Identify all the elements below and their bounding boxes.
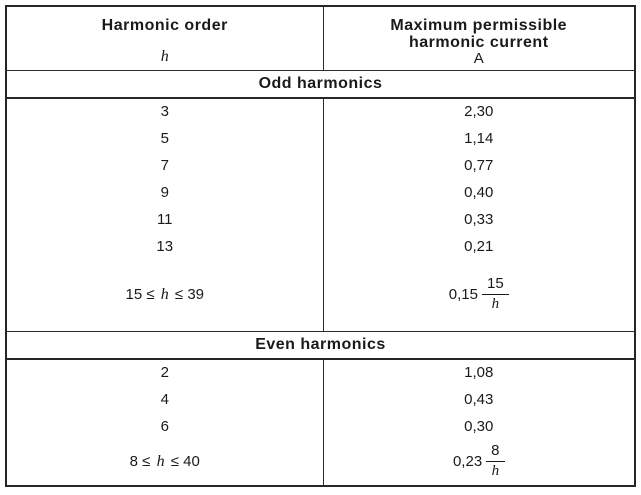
formula-fraction: 15 h bbox=[482, 276, 509, 312]
table-row: 7 0,77 bbox=[6, 151, 635, 179]
current-cell: 0,30 bbox=[464, 417, 494, 435]
section-header-odd-harmonics: Odd harmonics bbox=[6, 70, 635, 99]
order-cell: 7 bbox=[6, 151, 324, 179]
fraction-denominator: h bbox=[491, 462, 500, 479]
range-left: 15 ≤ bbox=[125, 286, 155, 304]
section-header-even-harmonics: Even harmonics bbox=[6, 331, 635, 360]
order-cell: 3 bbox=[6, 97, 324, 125]
current-cell: 0,21 bbox=[464, 237, 494, 255]
column-symbol-h: h bbox=[160, 48, 169, 65]
current-formula-cell: 0,23 8 h bbox=[323, 440, 635, 486]
order-cell: 11 bbox=[6, 205, 324, 233]
table-row-range-even: 8 ≤ h ≤ 40 0,23 8 h bbox=[6, 439, 635, 486]
header-max-current-wrap: Maximum permissible harmonic current A bbox=[324, 7, 635, 70]
column-title-line1: Maximum permissible bbox=[390, 17, 568, 34]
fraction-numerator: 8 bbox=[486, 442, 505, 462]
table-row: 9 0,40 bbox=[6, 178, 635, 206]
section-title: Odd harmonics bbox=[6, 70, 635, 99]
current-cell: 0,77 bbox=[464, 156, 494, 174]
order-range-cell: 8 ≤ h ≤ 40 bbox=[6, 439, 324, 486]
table-row: 4 0,43 bbox=[6, 385, 635, 413]
column-title-line2: harmonic current bbox=[408, 34, 549, 51]
header-harmonic-order-wrap: Harmonic order h bbox=[7, 7, 323, 70]
range-variable-h: h bbox=[160, 286, 169, 304]
table-row: 6 0,30 bbox=[6, 412, 635, 440]
current-cell: 1,14 bbox=[464, 129, 494, 147]
table-row-range-odd: 15 ≤ h ≤ 39 0,15 15 h bbox=[6, 259, 635, 332]
order-range-cell: 15 ≤ h ≤ 39 bbox=[6, 259, 324, 332]
range-right: ≤ 40 bbox=[170, 453, 200, 470]
current-cell: 0,33 bbox=[464, 210, 494, 228]
header-cell-max-current: Maximum permissible harmonic current A bbox=[323, 6, 635, 71]
order-cell: 6 bbox=[6, 412, 324, 440]
current-cell: 0,43 bbox=[464, 390, 494, 408]
formula-coefficient: 0,23 bbox=[452, 452, 483, 470]
formula-coefficient: 0,15 bbox=[448, 286, 478, 304]
column-title-harmonic-order: Harmonic order bbox=[101, 17, 228, 34]
table-row: 2 1,08 bbox=[6, 358, 635, 386]
fraction-denominator: h bbox=[491, 295, 500, 312]
current-cell: 1,08 bbox=[464, 364, 494, 381]
fraction-numerator: 15 bbox=[482, 276, 509, 295]
column-unit-amps: A bbox=[473, 50, 484, 67]
section-title: Even harmonics bbox=[6, 331, 635, 360]
table-row: 5 1,14 bbox=[6, 124, 635, 152]
table-row: 11 0,33 bbox=[6, 205, 635, 233]
order-cell: 13 bbox=[6, 232, 324, 260]
range-left: 8 ≤ bbox=[129, 453, 151, 470]
order-cell: 5 bbox=[6, 124, 324, 152]
range-right: ≤ 39 bbox=[174, 286, 205, 304]
table-row: 13 0,21 bbox=[6, 232, 635, 260]
harmonic-limits-table: Harmonic order h Maximum permissible har… bbox=[5, 5, 636, 487]
current-formula-cell: 0,15 15 h bbox=[323, 260, 635, 332]
range-variable-h: h bbox=[156, 453, 165, 470]
order-cell: 4 bbox=[6, 385, 324, 413]
current-cell: 0,40 bbox=[464, 183, 494, 201]
header-cell-harmonic-order: Harmonic order h bbox=[6, 6, 324, 71]
order-cell: 9 bbox=[6, 178, 324, 206]
table-row: 3 2,30 bbox=[6, 97, 635, 125]
order-cell: 2 bbox=[6, 358, 324, 386]
current-cell: 2,30 bbox=[464, 103, 494, 120]
table-header-row: Harmonic order h Maximum permissible har… bbox=[6, 6, 635, 71]
column-title-max-current: Maximum permissible harmonic current bbox=[390, 17, 567, 51]
